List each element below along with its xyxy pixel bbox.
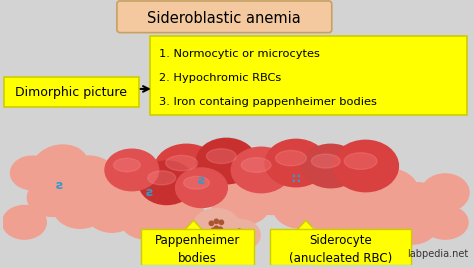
Text: ƨ: ƨ [146, 186, 154, 199]
Polygon shape [182, 220, 205, 233]
Ellipse shape [2, 206, 46, 239]
Ellipse shape [273, 187, 329, 228]
FancyBboxPatch shape [3, 77, 139, 107]
Text: ƨ: ƨ [55, 179, 63, 192]
Text: ∷: ∷ [292, 173, 301, 186]
Ellipse shape [243, 171, 299, 214]
FancyBboxPatch shape [150, 36, 467, 115]
Ellipse shape [392, 183, 444, 222]
Ellipse shape [139, 161, 194, 204]
Ellipse shape [86, 193, 138, 232]
Polygon shape [294, 220, 318, 233]
Ellipse shape [148, 171, 175, 185]
Ellipse shape [231, 147, 291, 193]
Ellipse shape [275, 150, 306, 166]
Ellipse shape [120, 200, 173, 239]
Ellipse shape [53, 187, 107, 228]
Ellipse shape [302, 144, 360, 188]
Ellipse shape [363, 169, 418, 213]
Text: labpedia.net: labpedia.net [407, 249, 468, 259]
Text: ƨ: ƨ [198, 174, 205, 187]
Ellipse shape [219, 219, 260, 251]
Ellipse shape [155, 144, 219, 192]
Circle shape [219, 220, 224, 225]
Circle shape [234, 238, 238, 242]
Ellipse shape [349, 210, 402, 249]
Ellipse shape [113, 158, 140, 172]
Text: 2. Hypochromic RBCs: 2. Hypochromic RBCs [159, 73, 281, 83]
Ellipse shape [165, 155, 198, 171]
Circle shape [214, 226, 219, 230]
Ellipse shape [335, 183, 386, 222]
Ellipse shape [265, 139, 327, 187]
Ellipse shape [105, 149, 159, 191]
Circle shape [232, 231, 237, 235]
Ellipse shape [315, 207, 366, 244]
Ellipse shape [119, 171, 174, 215]
Ellipse shape [211, 180, 271, 225]
Ellipse shape [311, 154, 340, 168]
Circle shape [209, 221, 214, 225]
Circle shape [218, 227, 223, 232]
Ellipse shape [84, 161, 144, 204]
Text: Pappenheimer
bodies: Pappenheimer bodies [155, 233, 240, 265]
Ellipse shape [207, 149, 236, 163]
Ellipse shape [333, 140, 399, 192]
Text: 3. Iron containg pappenheimer bodies: 3. Iron containg pappenheimer bodies [159, 97, 376, 107]
Ellipse shape [183, 176, 210, 189]
Ellipse shape [344, 153, 377, 169]
Ellipse shape [421, 174, 469, 211]
Circle shape [241, 237, 246, 241]
Text: 1. Normocytic or microcytes: 1. Normocytic or microcytes [159, 49, 319, 59]
Circle shape [237, 229, 241, 233]
FancyBboxPatch shape [117, 1, 332, 33]
Ellipse shape [241, 158, 271, 172]
Ellipse shape [302, 171, 360, 214]
Ellipse shape [197, 138, 256, 184]
Ellipse shape [422, 206, 468, 239]
FancyBboxPatch shape [141, 229, 254, 265]
Ellipse shape [193, 209, 239, 242]
Circle shape [211, 228, 216, 232]
Ellipse shape [387, 207, 437, 244]
Circle shape [214, 219, 219, 224]
Ellipse shape [150, 192, 203, 233]
Circle shape [242, 230, 246, 234]
Ellipse shape [175, 168, 228, 207]
Ellipse shape [27, 179, 77, 216]
Text: Siderocyte
(anucleated RBC): Siderocyte (anucleated RBC) [289, 233, 392, 265]
Ellipse shape [33, 145, 88, 187]
Circle shape [237, 236, 241, 240]
FancyBboxPatch shape [270, 229, 411, 265]
Text: Sideroblastic anemia: Sideroblastic anemia [147, 11, 301, 26]
Text: Dimorphic picture: Dimorphic picture [15, 86, 127, 99]
Ellipse shape [10, 156, 54, 190]
Ellipse shape [64, 156, 116, 196]
